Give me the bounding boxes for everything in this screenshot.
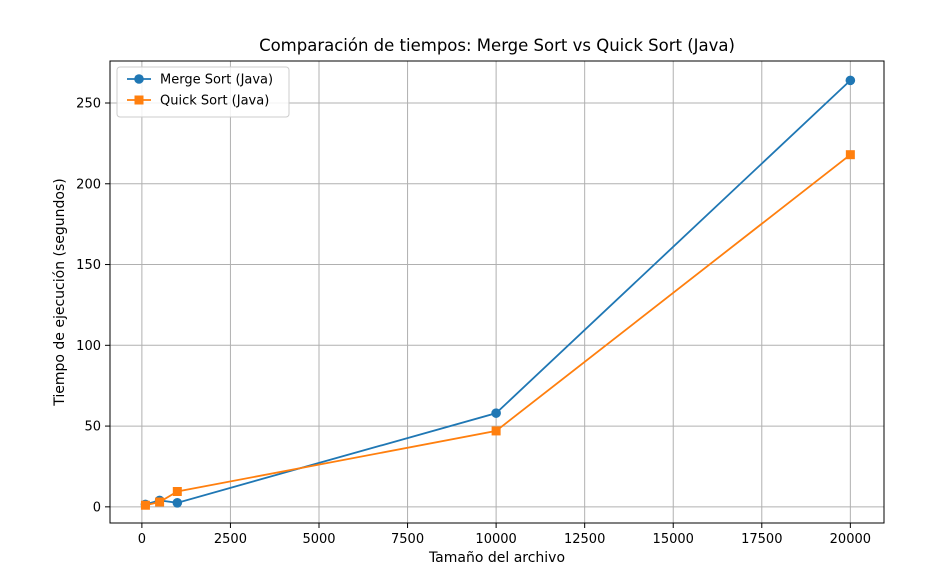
legend: Merge Sort (Java) Quick Sort (Java) [116, 66, 290, 118]
data-point [140, 500, 150, 510]
chart-title: Comparación de tiempos: Merge Sort vs Qu… [259, 36, 735, 55]
series-line [145, 153, 851, 507]
y-axis-label: Tiempo de ejecución (segundos) [52, 178, 68, 407]
x-tick-label: 2500 [214, 532, 247, 547]
x-tick-label: 20000 [830, 532, 871, 547]
y-tick-label: 150 [76, 258, 101, 273]
legend-label: Merge Sort (Java) [160, 73, 273, 88]
y-tick-label: 50 [84, 420, 101, 435]
legend-marker [134, 74, 144, 84]
y-tick-label: 100 [76, 339, 101, 354]
series-line [145, 79, 851, 506]
series-2 [140, 150, 855, 510]
legend-box [116, 66, 290, 118]
data-point [491, 408, 501, 418]
y-tick-label: 200 [76, 177, 101, 192]
legend-item: Merge Sort (Java) [127, 73, 273, 88]
x-tick-label: 10000 [475, 532, 516, 547]
series-1 [140, 75, 856, 510]
x-axis-ticks: 0 2500 5000 7500 10000 12500 15000 17500 20000 [138, 523, 871, 547]
data-point [172, 487, 182, 496]
plot-area [109, 60, 885, 524]
data-point [491, 426, 501, 436]
series-layer [140, 75, 856, 510]
x-tick-label: 17500 [741, 532, 782, 547]
x-tick-label: 15000 [653, 532, 694, 547]
x-tick-label: 12500 [564, 532, 605, 547]
x-tick-label: 7500 [391, 532, 424, 547]
data-point [845, 75, 856, 86]
data-point [155, 497, 165, 507]
x-tick-label: 0 [138, 532, 146, 547]
y-axis-ticks: 0 50 100 150 200 250 [76, 97, 110, 515]
data-point [172, 498, 183, 508]
grid [110, 61, 884, 523]
legend-marker [134, 95, 144, 105]
y-tick-label: 250 [76, 97, 101, 112]
y-tick-label: 0 [93, 500, 101, 515]
plot-frame [109, 60, 885, 524]
data-point [845, 150, 855, 160]
legend-label: Quick Sort (Java) [160, 94, 269, 109]
x-axis-label: Tamaño del archivo [428, 550, 565, 566]
legend-item: Quick Sort (Java) [127, 94, 269, 109]
x-tick-label: 5000 [302, 532, 335, 547]
